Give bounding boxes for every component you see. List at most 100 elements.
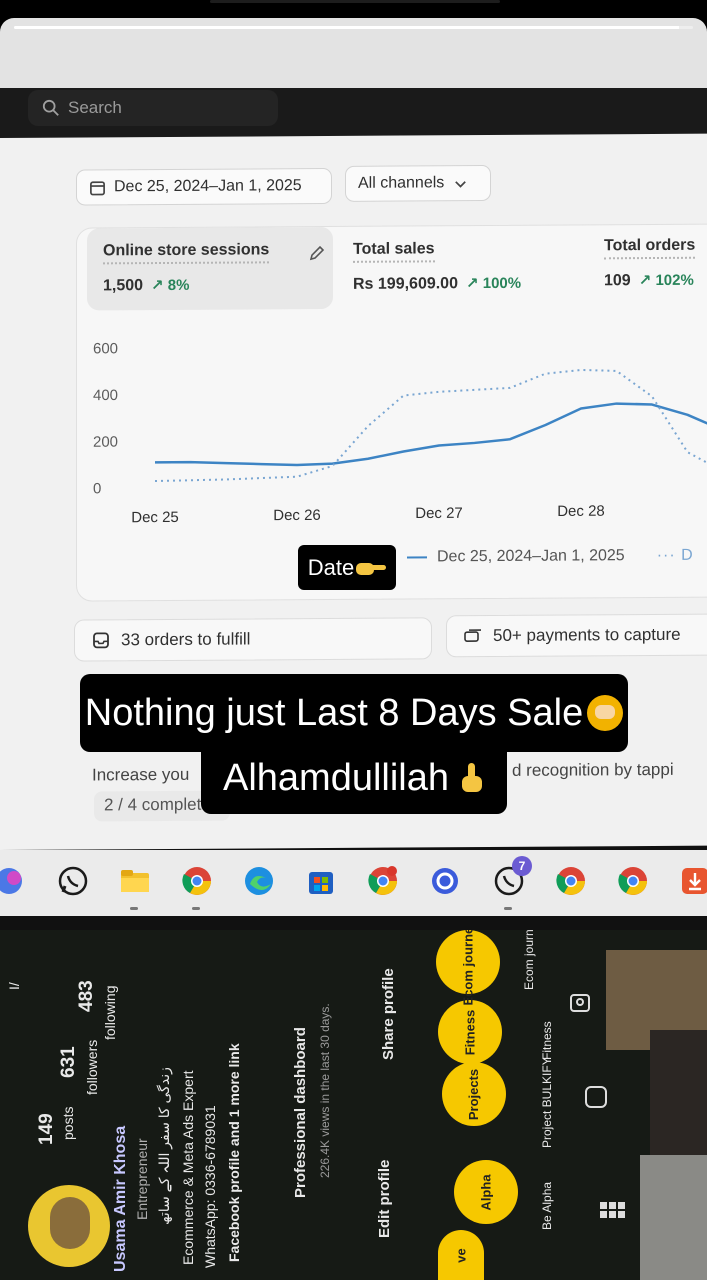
search-bar[interactable]: Search — [28, 90, 278, 126]
metric-sessions[interactable]: Online store sessions 1,500 ↗ 8% — [87, 226, 333, 311]
posts-label: posts — [60, 1106, 76, 1140]
professional-dashboard-title[interactable]: Professional dashboard — [292, 1027, 309, 1198]
metric-label: Online store sessions — [103, 241, 270, 265]
chevron-down-icon — [455, 180, 467, 188]
chrome-icon[interactable] — [178, 862, 216, 910]
chrome-profile-3-icon[interactable] — [614, 862, 652, 900]
highlight-ecom-journey[interactable]: Ecom journey — [436, 930, 500, 1005]
legend-solid-line — [407, 556, 427, 559]
tagged-icon[interactable] — [568, 990, 592, 1014]
payment-icon — [464, 629, 481, 642]
highlight-label: Projects — [466, 1068, 482, 1120]
instagram-profile: I/ 149 posts 631 followers 483 following… — [0, 930, 707, 1280]
metric-delta-value: 100% — [482, 274, 522, 293]
orders-to-fulfill-label: 33 orders to fulfill — [121, 629, 251, 650]
caption-line1-text: Nothing just Last 8 Days Sale — [84, 691, 584, 734]
date-caption-text: Date — [307, 554, 355, 580]
following-label: following — [102, 985, 118, 1040]
whatsapp-icon[interactable] — [54, 862, 92, 900]
highlight-projects[interactable]: Projects — [442, 1062, 506, 1126]
story-progress-fill — [14, 26, 680, 29]
story-progress-bar — [14, 26, 693, 29]
followers-count: 631 — [58, 1046, 79, 1078]
active-indicator — [192, 907, 200, 910]
highlight-caption-fitness: Fitness — [540, 1021, 554, 1060]
file-explorer-icon[interactable] — [116, 862, 154, 910]
y-tick-label: 400 — [93, 387, 118, 404]
story-caption-line2: Alhamdullilah — [201, 742, 507, 814]
profile-bio-line1: Ecommerce & Meta Ads Expert — [180, 1070, 196, 1265]
payments-to-capture-card[interactable]: 50+ payments to capture — [446, 613, 707, 658]
x-tick-label: Dec 28 — [557, 503, 605, 520]
highlight-new[interactable]: ve — [438, 1230, 484, 1280]
highlight-label: Ecom journey — [460, 930, 476, 1005]
highlight-alpha[interactable]: Alpha — [454, 1160, 518, 1224]
metric-delta: ↗ 8% — [151, 276, 190, 295]
profile-name: Usama Amir Khosa — [112, 1125, 129, 1272]
profile-avatar[interactable] — [28, 1185, 110, 1267]
whatsapp-business-icon[interactable]: 7 — [490, 856, 532, 910]
reels-icon[interactable] — [584, 1085, 608, 1109]
date-range-button[interactable]: Dec 25, 2024–Jan 1, 2025 — [76, 167, 332, 206]
corner-text: I/ — [6, 982, 22, 990]
metric-value: 1,500 — [103, 277, 144, 295]
story-handle — [210, 0, 500, 3]
share-profile-button[interactable]: Share profile — [380, 968, 397, 1060]
edit-profile-button[interactable]: Edit profile — [376, 1159, 393, 1238]
chrome-profile-2-icon[interactable] — [552, 862, 590, 900]
channel-label: All channels — [358, 174, 445, 192]
metric-orders[interactable]: Total orders 109 ↗ 102% — [588, 224, 707, 306]
posts-count: 149 — [36, 1113, 57, 1145]
highlight-caption-projects: Project BULKIFY — [540, 1057, 554, 1148]
series-line-current — [155, 402, 707, 467]
y-tick-label: 200 — [93, 434, 118, 451]
payments-to-capture-label: 50+ payments to capture — [493, 624, 681, 645]
followers-label: followers — [84, 1039, 100, 1095]
highlight-caption-ecom: Ecom journe — [522, 930, 536, 990]
browser-icon[interactable] — [426, 862, 464, 900]
profile-category: Entrepreneur — [134, 1138, 150, 1220]
metric-delta: ↗ 102% — [638, 271, 694, 290]
search-icon — [42, 99, 59, 116]
instagram-phone-photo: I/ 149 posts 631 followers 483 following… — [0, 930, 707, 1280]
setup-guide-text-right: d recognition by tappi — [512, 759, 674, 780]
channel-select[interactable]: All channels — [345, 165, 491, 202]
face-with-hands-emoji-icon — [587, 695, 624, 731]
calendar-icon — [90, 180, 105, 195]
grid-icon[interactable] — [598, 1200, 628, 1230]
caption-line2-text: Alhamdullilah — [222, 756, 449, 799]
story-header — [0, 18, 707, 88]
pointing-hand-icon — [356, 561, 387, 575]
metric-delta: ↗ 100% — [465, 274, 522, 293]
chrome-profile-icon[interactable] — [364, 862, 402, 900]
post-thumbnail-3[interactable] — [640, 1155, 707, 1280]
chart-legend: Dec 25, 2024–Jan 1, 2025 ··· D — [407, 547, 694, 567]
edge-icon[interactable] — [240, 862, 278, 900]
legend-previous: ··· D — [656, 546, 694, 564]
metric-label: Total sales — [353, 240, 435, 263]
highlight-label: Alpha — [478, 1173, 494, 1211]
download-app-icon[interactable] — [676, 862, 707, 900]
highlight-fitness[interactable]: Fitness — [438, 1000, 502, 1064]
metric-value: Rs 199,609.00 — [353, 275, 458, 293]
windows-taskbar: 7 — [0, 850, 707, 916]
metric-delta-value: 8% — [167, 276, 190, 294]
pencil-icon[interactable] — [307, 243, 327, 263]
y-tick-label: 0 — [93, 480, 101, 497]
setup-guide-text: Increase you — [92, 764, 190, 785]
notification-badge: 7 — [512, 856, 532, 876]
metric-sales[interactable]: Total sales Rs 199,609.00 ↗ 100% — [337, 225, 577, 308]
copilot-icon[interactable] — [0, 862, 28, 900]
top-search-strip: Search — [0, 88, 707, 138]
store-icon[interactable] — [302, 862, 340, 900]
legend-current: Dec 25, 2024–Jan 1, 2025 — [437, 547, 625, 566]
highlight-caption-alpha: Be Alpha — [540, 1181, 554, 1230]
professional-dashboard-sub: 226.4K views in the last 30 days. — [318, 1003, 332, 1178]
orders-to-fulfill-card[interactable]: 33 orders to fulfill — [74, 617, 432, 662]
profile-link[interactable]: Facebook profile and 1 more link — [226, 1043, 242, 1262]
index-pointing-up-emoji-icon — [459, 763, 485, 793]
metric-delta-value: 102% — [655, 271, 694, 289]
date-caption: Date — [298, 545, 396, 590]
